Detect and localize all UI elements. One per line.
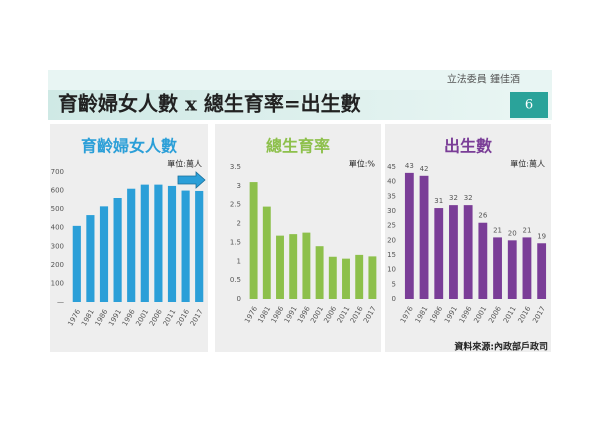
y-tick-label: 3.5: [230, 163, 241, 171]
chart-title: 育齡婦女人數: [81, 137, 177, 156]
page-number: 6: [525, 98, 533, 113]
unit-label: 單位:%: [349, 159, 376, 169]
value-label: 32: [464, 194, 473, 202]
bar: [342, 258, 350, 299]
y-tick-label: 30: [387, 207, 396, 215]
arrow-icon: [177, 171, 206, 189]
y-tick-label: 400: [51, 224, 64, 232]
y-tick-label: 700: [51, 168, 64, 176]
y-tick-label: 1.5: [230, 238, 241, 246]
bar: [72, 225, 81, 302]
value-label: 26: [478, 212, 487, 220]
page-box: [510, 92, 548, 118]
header-band: [48, 70, 552, 90]
source: 資料來源:內政部戶政司: [454, 341, 548, 353]
y-tick-label: 25: [387, 222, 396, 230]
y-tick-label: 500: [51, 205, 64, 213]
bar: [262, 206, 271, 299]
bar: [419, 175, 429, 299]
y-tick-label: 100: [51, 279, 64, 287]
y-tick-label: 300: [51, 242, 64, 250]
bar: [86, 215, 95, 302]
bar: [167, 185, 177, 302]
value-label: 43: [405, 162, 414, 170]
y-tick-label: 2: [237, 220, 241, 228]
y-tick-label: 35: [387, 192, 396, 200]
bar: [478, 222, 488, 299]
y-tick-label: 40: [387, 178, 396, 186]
y-tick-label: 2.5: [230, 201, 241, 209]
bar: [493, 237, 502, 299]
bar: [434, 208, 444, 299]
y-tick-label: 600: [51, 187, 64, 195]
bar: [113, 198, 122, 302]
bar: [249, 182, 258, 299]
y-tick-label: —: [57, 298, 64, 306]
value-label: 21: [522, 226, 531, 234]
panel: [215, 124, 381, 352]
bar: [368, 256, 377, 299]
bar: [449, 205, 458, 299]
bar: [522, 237, 532, 299]
title-band: [48, 90, 552, 120]
y-tick-label: 3: [237, 182, 241, 190]
bar: [276, 235, 284, 299]
bar: [537, 243, 547, 299]
bar: [404, 172, 414, 299]
value-label: 42: [420, 165, 429, 173]
author: 立法委員 鍾佳酒: [447, 73, 520, 86]
chart-title: 出生數: [444, 137, 492, 156]
value-label: 31: [434, 197, 443, 205]
bar: [302, 232, 311, 299]
value-label: 20: [508, 229, 517, 237]
y-tick-label: 0.5: [230, 276, 241, 284]
value-label: 21: [493, 226, 502, 234]
bar: [127, 188, 136, 302]
slide-title: 育齡婦女人數 x 總生育率=出生數: [58, 92, 361, 116]
y-tick-label: 45: [387, 163, 396, 171]
bar: [289, 234, 298, 299]
bar: [507, 240, 517, 299]
y-tick-label: 200: [51, 261, 64, 269]
y-tick-label: 20: [387, 236, 396, 244]
bar: [99, 206, 109, 302]
bar: [181, 190, 190, 302]
bar: [463, 205, 473, 299]
unit-label: 單位:萬人: [510, 159, 545, 169]
y-tick-label: 15: [387, 251, 396, 259]
value-label: 32: [449, 194, 458, 202]
chart-title: 總生育率: [266, 137, 330, 156]
bar: [328, 256, 337, 299]
y-tick-label: 0: [392, 295, 396, 303]
bar: [154, 184, 163, 302]
bar: [195, 190, 204, 302]
bar: [140, 184, 149, 302]
bar: [355, 254, 364, 299]
unit-label: 單位:萬人: [167, 159, 202, 169]
bar: [315, 246, 324, 299]
y-tick-label: 0: [237, 295, 241, 303]
y-tick-label: 1: [237, 257, 241, 265]
value-label: 19: [537, 232, 546, 240]
y-tick-label: 5: [392, 280, 396, 288]
y-tick-label: 10: [387, 266, 396, 274]
